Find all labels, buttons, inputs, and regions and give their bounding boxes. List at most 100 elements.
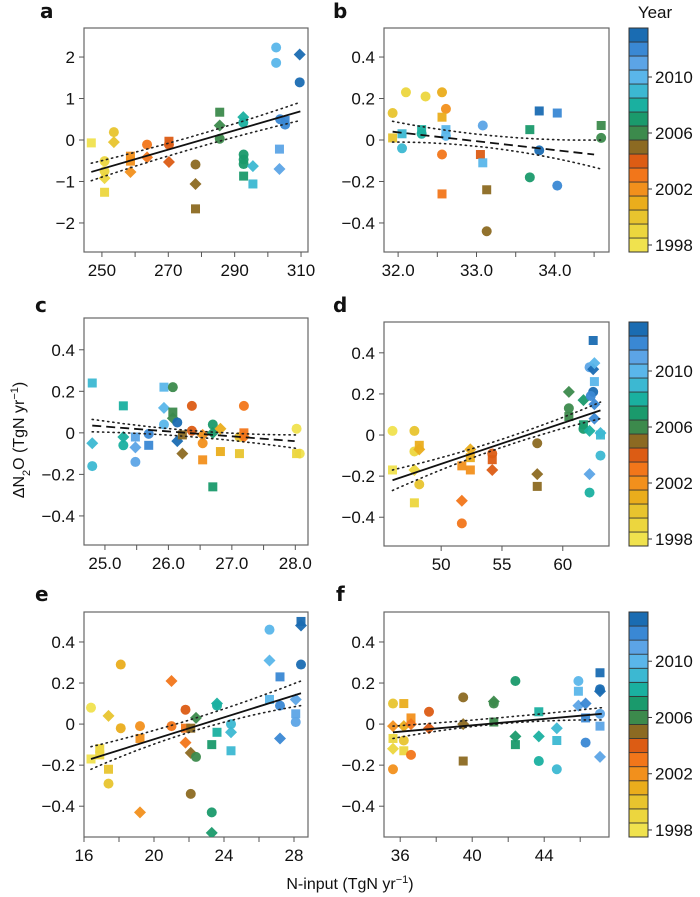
data-point-circle [580, 737, 591, 748]
y-tick-label: 0.2 [351, 674, 375, 693]
panel-label: b [333, 0, 347, 23]
colorbar-swatch [628, 69, 649, 85]
colorbar-swatch [628, 752, 649, 768]
data-point-square [234, 449, 244, 459]
data-point-square [581, 713, 591, 723]
x-tick-label: 310 [287, 261, 315, 280]
data-point-circle [488, 698, 499, 709]
data-point-circle [387, 108, 398, 119]
data-point-circle [397, 143, 408, 154]
data-point-square [118, 401, 128, 411]
data-point-circle [406, 749, 416, 760]
data-point-diamond [189, 177, 202, 190]
colorbar-swatch [628, 223, 649, 239]
confidence-band-lower [391, 141, 602, 170]
data-point-diamond [246, 160, 259, 173]
data-point-diamond [102, 709, 115, 722]
points [86, 378, 305, 492]
y-tick-label: 0.4 [351, 48, 375, 67]
data-point-circle [115, 723, 126, 734]
data-point-circle [271, 42, 282, 53]
panel-e: e 16 20 24 28 −0.4 −0.2 0 0.2 0.4 [35, 582, 309, 865]
confidence-band-upper [91, 418, 298, 436]
data-point-square [388, 133, 398, 143]
x-tick-label: 26.0 [152, 554, 185, 573]
plot-frame [383, 321, 610, 547]
y-axis-title: ΔN2O (TgN yr−1) [9, 382, 33, 498]
points [86, 42, 306, 214]
colorbar-swatch [628, 503, 649, 519]
colorbar-swatch [628, 391, 649, 407]
y-tick-label: 0 [366, 426, 375, 445]
colorbar-tick-label: 2006 [655, 708, 693, 727]
colorbar-tick-label: 2002 [655, 765, 693, 784]
y-tick-label: 0.2 [51, 674, 75, 693]
colorbar-swatch [628, 681, 649, 697]
data-point-circle [280, 119, 291, 130]
data-point-square [215, 107, 225, 117]
data-point-diamond [134, 806, 146, 819]
data-point-square [465, 465, 475, 475]
data-point-circle [510, 675, 521, 686]
colorbar-tick-label: 2010 [655, 652, 693, 671]
data-point-circle [596, 132, 607, 143]
y-tick-label: −0.4 [341, 797, 375, 816]
y-tick-label: 0 [366, 715, 375, 734]
confidence-band-upper [391, 401, 602, 471]
x-axis-title: N-input (TgN yr−1) [286, 874, 413, 893]
colorbar: 1998 2002 2006 2010 [628, 611, 693, 840]
data-point-circle [190, 159, 201, 170]
colorbar-swatch [628, 822, 649, 838]
data-point-diamond [532, 730, 545, 743]
regression-line [392, 130, 595, 156]
data-point-square [397, 129, 407, 139]
data-point-circle [477, 120, 488, 131]
data-point-square [534, 707, 544, 717]
data-point-diamond [594, 685, 606, 698]
data-point-circle [595, 450, 606, 461]
colorbar-swatch [628, 349, 649, 365]
colorbar-swatch [628, 625, 649, 641]
colorbar-swatch [628, 97, 649, 113]
data-point-circle [207, 419, 218, 430]
y-tick-label: 0.2 [51, 382, 75, 401]
data-point-square [95, 744, 105, 754]
data-point-circle [414, 479, 425, 490]
y-tick-label: 0 [366, 131, 375, 150]
panel-label: a [40, 0, 54, 23]
data-point-diamond [562, 385, 575, 398]
colorbar-swatch [628, 41, 649, 57]
y-tick-label: −2 [56, 214, 75, 233]
data-point-square [87, 378, 97, 388]
y-axis-title-sub: 2 [21, 470, 33, 476]
y-tick-label: 0.4 [51, 341, 75, 360]
data-point-square [510, 740, 520, 750]
y-tick-label: −0.2 [41, 465, 75, 484]
colorbar-swatch [628, 667, 649, 683]
data-point-circle [86, 702, 96, 713]
colorbar-swatch [628, 363, 649, 379]
colorbar-swatch [628, 27, 649, 43]
regression-line [90, 692, 302, 760]
data-point-circle [388, 698, 398, 709]
data-point-diamond [588, 412, 601, 425]
data-point-square [534, 106, 544, 116]
colorbar-swatch [628, 181, 649, 197]
data-point-square [482, 185, 492, 195]
data-point-diamond [205, 826, 218, 837]
data-point-square [525, 125, 535, 135]
data-point-circle [534, 145, 545, 156]
data-point-square [595, 430, 605, 440]
data-point-diamond [531, 468, 544, 481]
data-point-circle [108, 127, 119, 138]
y-tick-label: 2 [66, 48, 75, 67]
data-point-square [406, 713, 416, 723]
colorbar-swatch [628, 489, 649, 505]
plot-frame [383, 27, 610, 253]
data-point-circle [118, 440, 129, 451]
points [86, 616, 307, 837]
data-point-circle [294, 77, 305, 88]
data-point-circle [420, 91, 431, 102]
colorbar-tick-label: 2010 [655, 362, 693, 381]
data-point-square [239, 171, 249, 181]
